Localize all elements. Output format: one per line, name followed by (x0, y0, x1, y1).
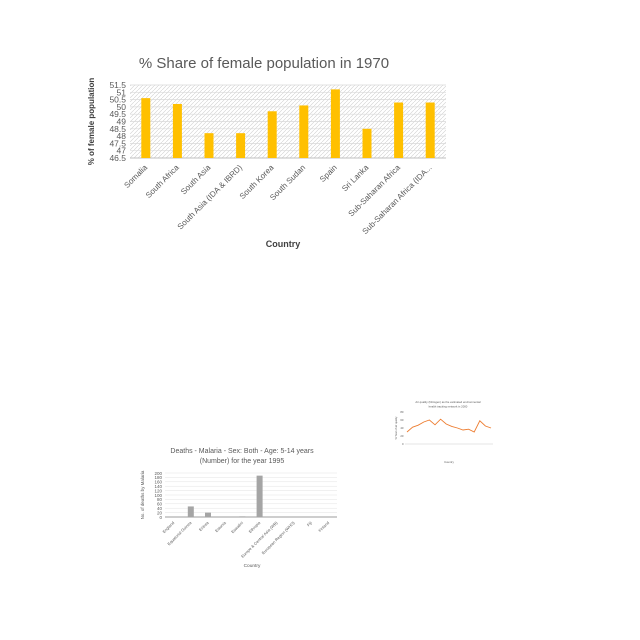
y-tick-label: 51.5 (109, 80, 126, 90)
y-axis-title: % of female population (87, 78, 96, 166)
bar (330, 89, 340, 158)
y-tick-label: 80 (157, 497, 163, 502)
chart-title: % Share of female population in 1970 (139, 55, 389, 72)
y-axis-title: No. of deaths by Malaria (140, 470, 145, 519)
bar (362, 128, 372, 158)
chart-title-line: Air quality (Nitrogen) as the estimated … (415, 400, 481, 404)
y-tick-label: 140 (154, 484, 162, 489)
female-population-chart: % Share of female population in 1970 46.5… (82, 42, 450, 258)
y-tick-label: 0 (159, 515, 162, 520)
bar (425, 102, 435, 158)
x-axis-title: Country (266, 239, 301, 249)
bar (256, 475, 263, 517)
y-tick-label: 48 (117, 131, 127, 141)
x-tick-label: South Asia (179, 163, 213, 197)
chart-title-line: (Number) for the year 1995 (200, 458, 285, 465)
bar (141, 98, 151, 158)
y-tick-label: 100 (154, 493, 162, 498)
chart-title-line: Deaths - Malaria - Sex: Both - Age: 5-14… (170, 448, 314, 455)
y-tick-label: 40 (400, 426, 404, 430)
x-tick-label: Fiji (306, 520, 313, 527)
y-axis-title: % Year of air quality (394, 416, 398, 440)
x-tick-label: European Region (WHO) (261, 520, 297, 556)
x-axis-title: Country (444, 460, 454, 464)
x-tick-label: Estonia (214, 520, 228, 534)
y-tick-label: 120 (154, 488, 162, 493)
y-tick-label: 51 (117, 87, 127, 97)
y-tick-label: 60 (400, 418, 404, 422)
chart-title-line: health tracking network in 2000 (429, 405, 468, 409)
chart-svg: Deaths - Malaria - Sex: Both - Age: 5-14… (140, 448, 337, 569)
bar (239, 516, 246, 517)
x-tick-label: England (161, 520, 175, 534)
x-tick-label: Eswatini (230, 520, 244, 534)
y-tick-label: 46.5 (109, 153, 126, 163)
series-line (406, 418, 492, 433)
bar (236, 133, 246, 158)
bar (172, 103, 182, 158)
x-tick-label: Somalia (122, 163, 149, 190)
y-tick-label: 47 (117, 146, 127, 156)
y-tick-label: 20 (400, 434, 404, 438)
bar (205, 512, 211, 517)
y-tick-label: 0 (402, 442, 404, 446)
y-tick-label: 49.5 (109, 109, 126, 119)
bar (299, 105, 309, 158)
y-tick-label: 48.5 (109, 124, 126, 134)
y-tick-label: 60 (157, 502, 163, 507)
x-tick-label: Eritrea (198, 520, 210, 532)
x-tick-label: Finland (317, 520, 330, 533)
bar (394, 102, 404, 158)
x-tick-label: Ethiopia (248, 520, 262, 534)
x-axis-title: Country (244, 563, 261, 569)
x-tick-label: South Asia (IDA & IBRD) (176, 163, 245, 232)
y-tick-label: 180 (154, 475, 162, 480)
y-tick-label: 47.5 (109, 138, 126, 148)
y-tick-label: 20 (157, 510, 163, 515)
chart-svg: % Share of female population in 1970 46.5… (87, 55, 446, 249)
y-tick-label: 50 (117, 102, 127, 112)
x-tick-label: Sri Lanka (340, 163, 371, 194)
chart-svg: Air quality (Nitrogen) as the estimated … (394, 400, 493, 464)
y-tick-label: 200 (154, 471, 162, 476)
y-tick-label: 160 (154, 480, 162, 485)
y-tick-label: 49 (117, 117, 127, 127)
bar (267, 111, 277, 158)
malaria-deaths-chart: Deaths - Malaria - Sex: Both - Age: 5-14… (135, 443, 347, 571)
air-quality-chart: Air quality (Nitrogen) as the estimated … (393, 398, 497, 468)
y-tick-label: 40 (157, 506, 163, 511)
bar (204, 133, 214, 158)
y-tick-label: 80 (400, 410, 404, 414)
bar (187, 506, 194, 517)
y-tick-label: 50.5 (109, 95, 126, 105)
x-tick-label: Spain (318, 163, 339, 184)
x-tick-label: South Africa (144, 163, 181, 200)
